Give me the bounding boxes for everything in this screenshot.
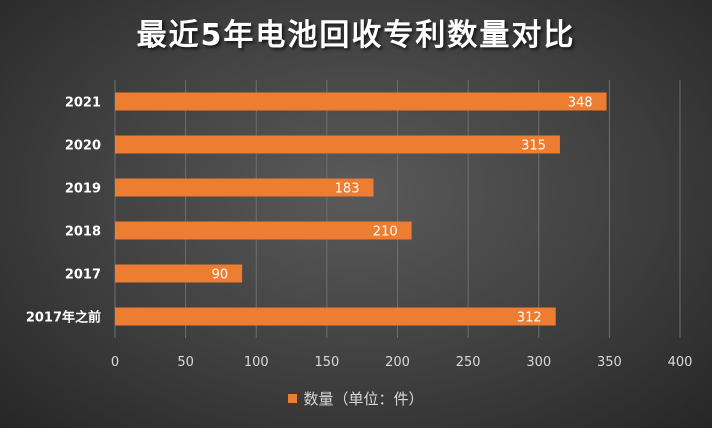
x-tick-label: 150 <box>314 355 339 370</box>
bar <box>115 221 412 240</box>
legend: 数量（单位：件） <box>0 388 712 409</box>
x-tick-label: 400 <box>668 355 693 370</box>
x-tick-label: 0 <box>111 355 119 370</box>
bar <box>115 135 560 154</box>
bar <box>115 92 607 111</box>
category-label: 2020 <box>65 139 101 154</box>
bar <box>115 307 556 326</box>
data-label: 348 <box>568 96 593 111</box>
category-label: 2019 <box>65 182 101 197</box>
bar <box>115 264 243 283</box>
x-tick-label: 100 <box>244 355 269 370</box>
data-label: 312 <box>517 311 542 326</box>
x-tick-label: 300 <box>526 355 551 370</box>
data-label: 183 <box>335 182 360 197</box>
data-label: 90 <box>212 268 229 283</box>
x-tick-label: 50 <box>177 355 194 370</box>
legend-label: 数量（单位：件） <box>303 390 424 408</box>
data-label: 315 <box>521 139 546 154</box>
x-tick-label: 250 <box>456 355 481 370</box>
chart-title: 最近5年电池回收专利数量对比 <box>136 18 576 53</box>
data-label: 210 <box>373 225 398 240</box>
category-label: 2021 <box>65 96 101 111</box>
category-label: 2018 <box>65 225 101 240</box>
category-label: 2017 <box>65 268 101 283</box>
category-label: 2017年之前 <box>26 310 101 326</box>
legend-swatch <box>288 394 298 403</box>
x-tick-label: 350 <box>597 355 622 370</box>
x-tick-label: 200 <box>385 355 410 370</box>
bar <box>115 178 374 197</box>
